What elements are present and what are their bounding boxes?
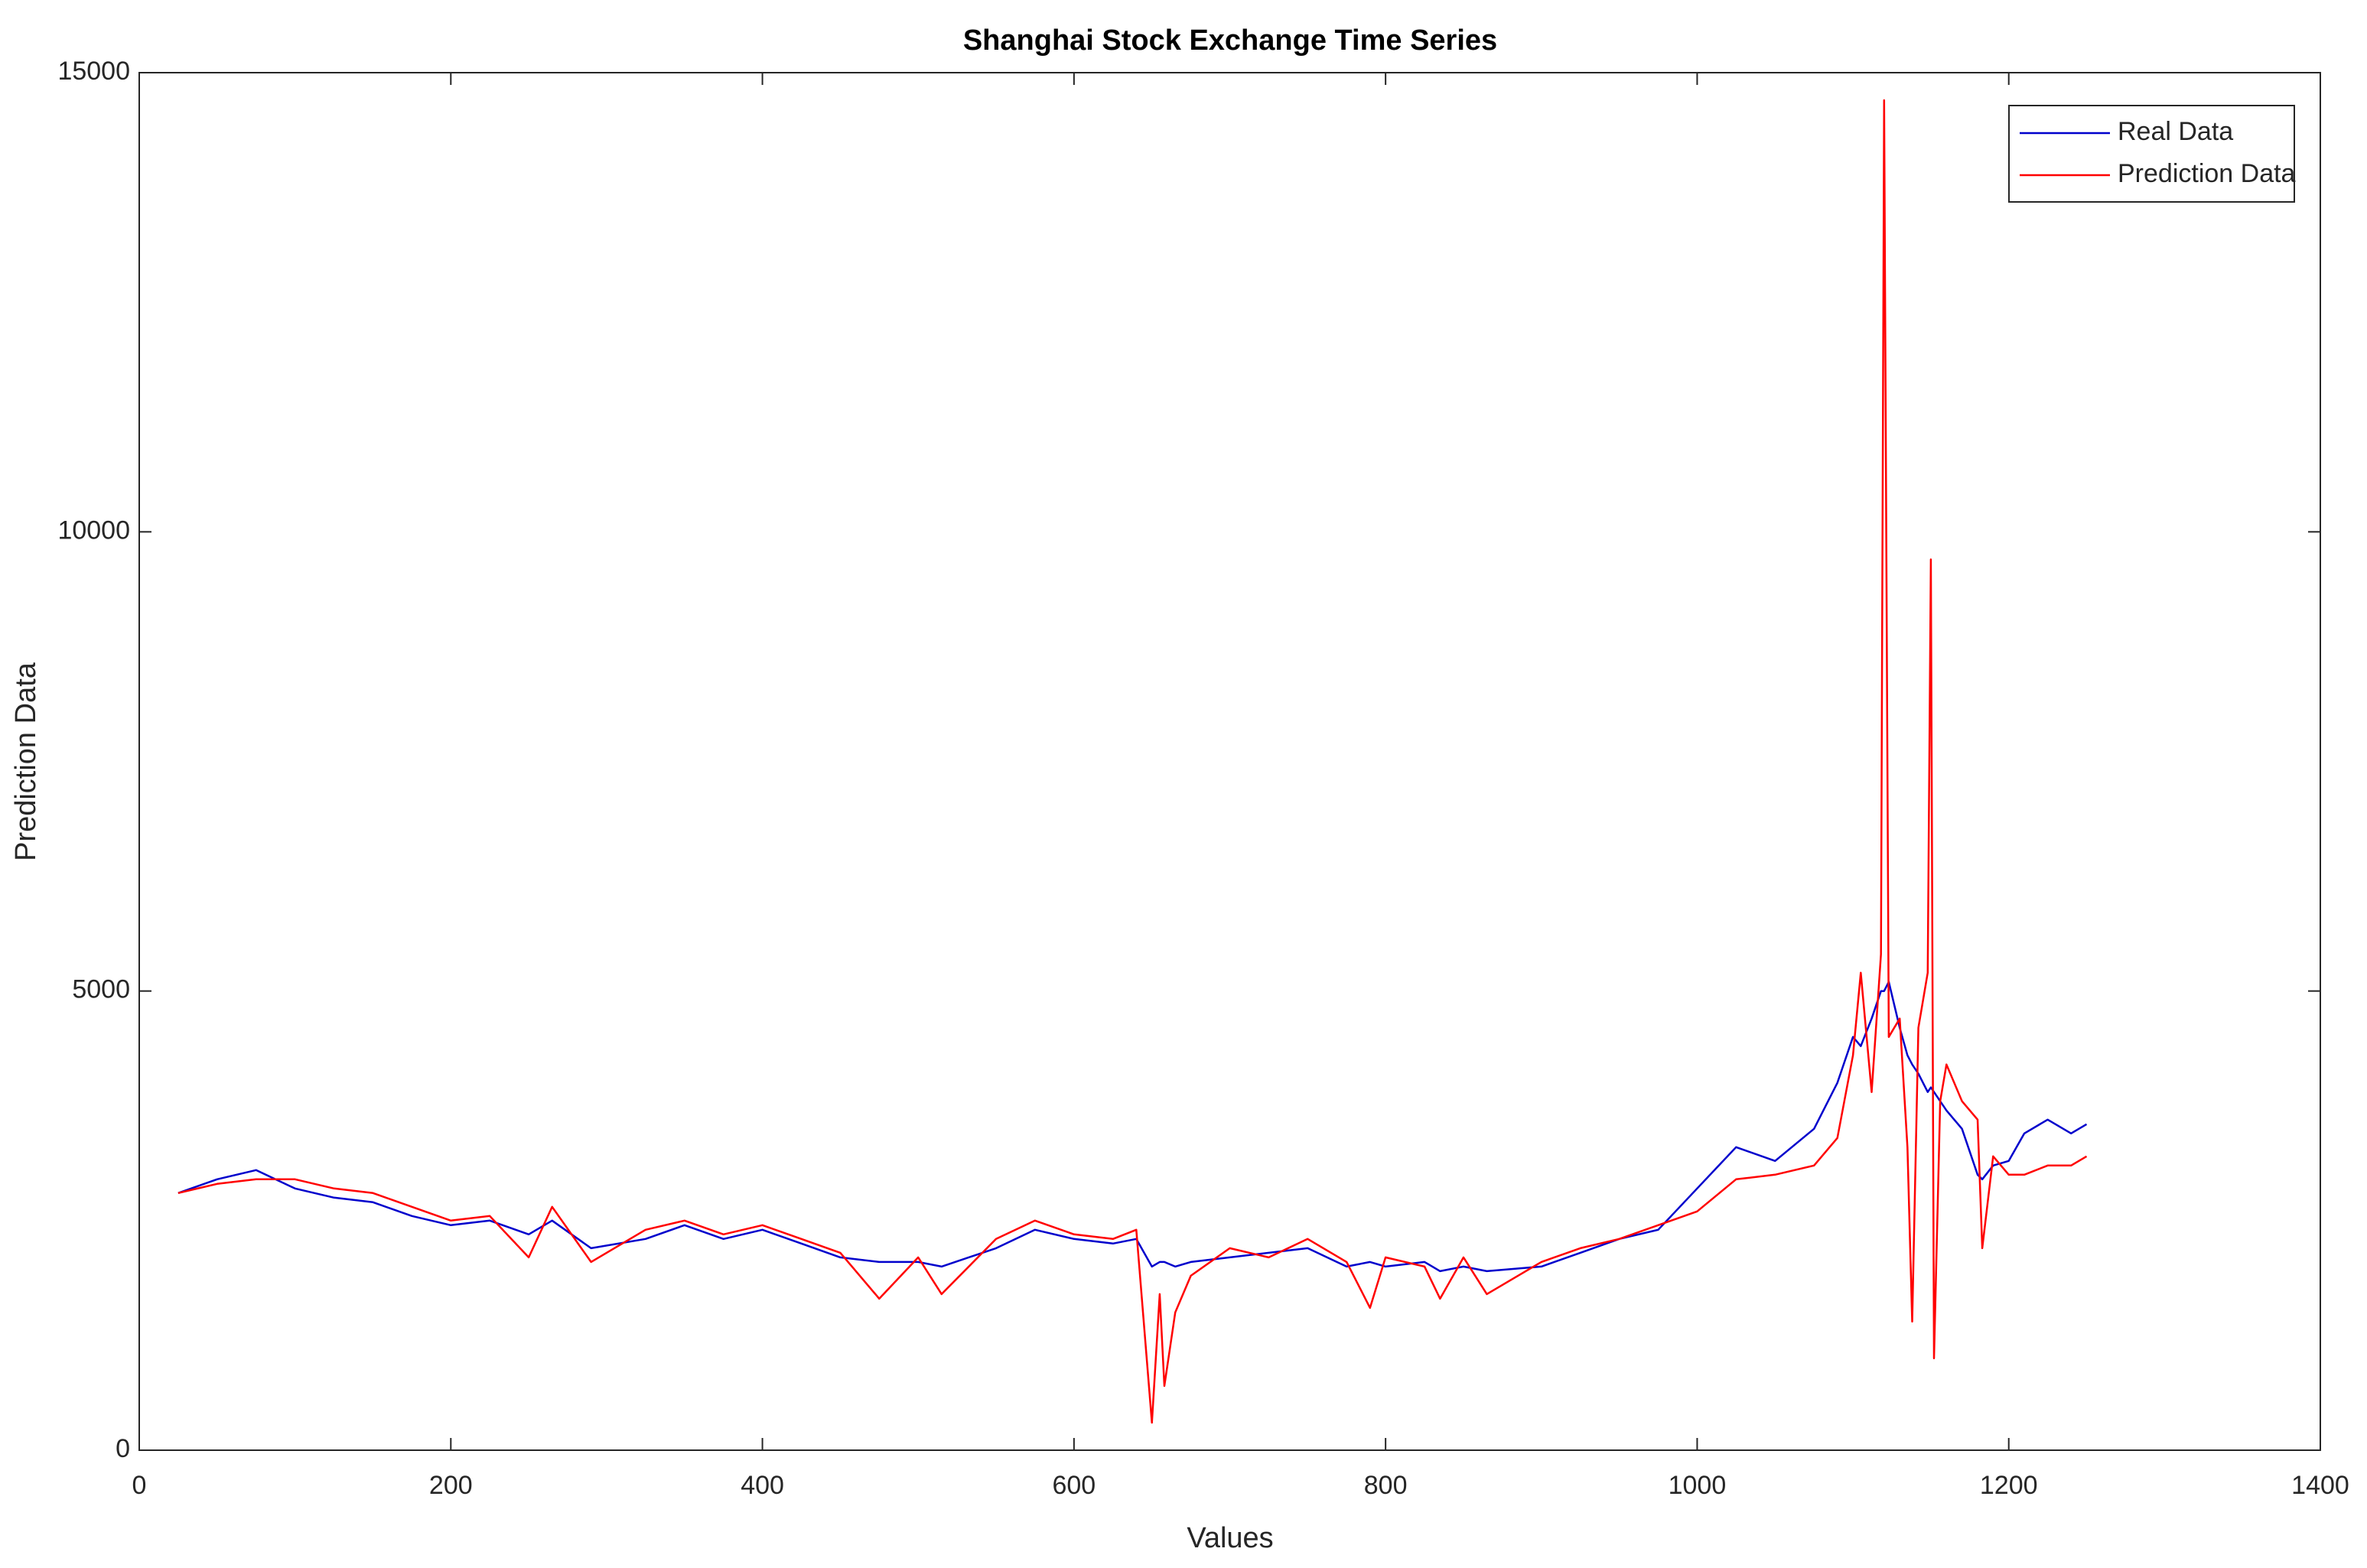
x-tick-label: 0 <box>132 1471 147 1500</box>
x-tick-label: 1000 <box>1669 1471 1727 1500</box>
y-tick-label: 0 <box>116 1434 130 1463</box>
x-tick-label: 200 <box>429 1471 473 1500</box>
x-axis-label: Values <box>1187 1522 1273 1554</box>
x-tick-label: 1400 <box>2291 1471 2349 1500</box>
legend-box <box>2008 105 2295 203</box>
x-tick-label: 600 <box>1052 1471 1096 1500</box>
data-line <box>177 981 2088 1273</box>
x-tick-label: 1200 <box>1980 1471 2038 1500</box>
legend-label: Real Data <box>2118 117 2233 146</box>
y-tick-label: 10000 <box>57 516 130 545</box>
chart-title: Shanghai Stock Exchange Time Series <box>963 24 1497 57</box>
legend-label: Prediction Data <box>2118 159 2296 188</box>
y-tick-label: 5000 <box>72 975 130 1004</box>
y-tick-label: 15000 <box>57 57 130 86</box>
y-axis-label: Prediction Data <box>10 662 42 861</box>
x-tick-label: 400 <box>741 1471 784 1500</box>
data-line <box>177 99 2088 1424</box>
plot-frame <box>138 72 2321 1451</box>
x-tick-label: 800 <box>1364 1471 1408 1500</box>
